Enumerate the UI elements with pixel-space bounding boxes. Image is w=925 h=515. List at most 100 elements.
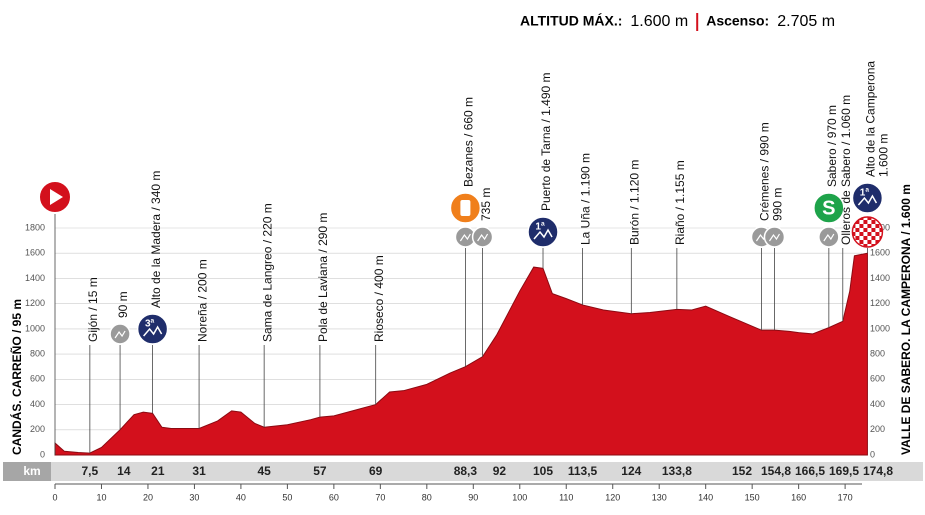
y-tick-label-right: 1000 <box>870 323 890 333</box>
max-value: 1.600 m <box>630 13 688 30</box>
y-tick-label-right: 600 <box>870 374 885 384</box>
x-tick-label: 20 <box>143 492 153 502</box>
y-tick-label: 800 <box>30 348 45 358</box>
start-arrow <box>50 189 63 205</box>
y-tick-label: 1600 <box>25 248 45 258</box>
y-tick-label-right: 1200 <box>870 298 890 308</box>
waypoint-km: 113,5 <box>568 464 598 478</box>
waypoint-label: Alto de la Camperona <box>864 61 878 177</box>
icon-mark: 3ª <box>145 319 155 330</box>
waypoint-label: Noreña / 200 m <box>195 259 209 342</box>
x-tick-label: 170 <box>838 492 853 502</box>
icon-cat: 3ª <box>136 313 169 345</box>
waypoint-km: 88,3 <box>454 464 478 478</box>
icon-glyph <box>823 233 835 242</box>
waypoint-km: 174,8 <box>863 464 893 478</box>
icon-feed <box>449 192 482 224</box>
icon-glyph <box>460 200 471 216</box>
waypoint-km: 154,8 <box>761 464 791 478</box>
y-tick-label: 400 <box>30 399 45 409</box>
icon-cat: 1ª <box>851 182 884 214</box>
icon-gray <box>109 323 131 345</box>
y-tick-label-right: 200 <box>870 424 885 434</box>
icon-gray <box>471 226 494 248</box>
icon-bg <box>851 182 884 214</box>
icon-glyph <box>114 330 126 339</box>
icon-glyph <box>857 194 878 206</box>
icon-finish <box>851 216 884 248</box>
y-tick-label: 0 <box>40 449 45 459</box>
waypoint-label: Sama de Langreo / 220 m <box>260 203 274 342</box>
icon-glyph <box>533 228 553 240</box>
waypoint-km: 105 <box>533 464 553 478</box>
km-label: km <box>23 464 40 478</box>
x-tick-label: 90 <box>468 492 478 502</box>
x-tick-label: 70 <box>375 492 385 502</box>
x-tick-label: 50 <box>282 492 292 502</box>
waypoint-km: 14 <box>117 464 131 478</box>
waypoint-km: 169,5 <box>829 464 859 478</box>
header: ALTITUD MÁX.: 1.600 m Ascenso: 2.705 m <box>520 13 835 31</box>
y-tick-label-right: 400 <box>870 399 885 409</box>
x-tick-label: 120 <box>605 492 620 502</box>
x-tick-label: 60 <box>329 492 339 502</box>
waypoint-label: Gijón / 15 m <box>86 277 100 342</box>
icon-bg <box>851 216 884 248</box>
waypoint-km: 7,5 <box>82 464 99 478</box>
waypoint-label: 90 m <box>116 291 130 318</box>
y-tick-label: 600 <box>30 374 45 384</box>
waypoint-label: Riaño / 1.155 m <box>673 160 687 245</box>
waypoint-km: 166,5 <box>795 464 825 478</box>
y-tick-label: 1400 <box>25 273 45 283</box>
waypoint-km: 57 <box>313 464 327 478</box>
climb-label: Ascenso: <box>706 13 769 29</box>
x-tick-label: 10 <box>96 492 106 502</box>
waypoint-label: Bezanes / 660 m <box>462 97 476 187</box>
y-tick-label-right: 800 <box>870 348 885 358</box>
waypoint-km: 31 <box>192 464 206 478</box>
x-tick-label: 40 <box>236 492 246 502</box>
waypoint-label: Pola de Laviana / 290 m <box>316 213 330 342</box>
waypoint-km: 133,8 <box>662 464 692 478</box>
x-tick-label: 130 <box>652 492 667 502</box>
x-tick-label: 0 <box>52 492 57 502</box>
icon-bg <box>136 313 169 345</box>
x-tick-label: 80 <box>422 492 432 502</box>
waypoint-label: La Uña / 1.190 m <box>579 153 593 245</box>
km-band <box>3 462 923 481</box>
waypoint-km: 69 <box>369 464 383 478</box>
waypoint-label: 990 m <box>771 188 785 221</box>
waypoint-label: Puerto de Tarna / 1.490 m <box>539 72 553 211</box>
finish-label: VALLE DE SABERO. LA CAMPERONA / 1.600 m <box>899 184 913 455</box>
km-band-head <box>3 462 51 481</box>
icon-mark: 1ª <box>860 188 870 199</box>
waypoint-km: 92 <box>493 464 507 478</box>
waypoint-km: 45 <box>257 464 271 478</box>
x-tick-label: 110 <box>559 492 573 502</box>
x-tick-label: 150 <box>745 492 760 502</box>
start-label: CANDÁS. CARREÑO / 95 m <box>9 299 24 455</box>
profile-area <box>54 252 868 456</box>
icon-gray <box>763 226 786 248</box>
x-tick-label: 100 <box>512 492 527 502</box>
icon-mark: S <box>822 197 835 219</box>
waypoint-label: Burón / 1.120 m <box>627 160 641 245</box>
icon-glyph <box>768 233 780 242</box>
waypoint-label: Sabero / 970 m <box>825 105 839 187</box>
icon-glyph <box>477 233 489 242</box>
waypoint-sub: 1.600 m <box>877 134 891 177</box>
icon-bg <box>813 192 845 224</box>
waypoint-km: 21 <box>151 464 165 478</box>
separator <box>696 13 699 31</box>
waypoint-label: Olleros de Sabero / 1.060 m <box>839 95 853 245</box>
icon-mark: 1ª <box>535 222 545 233</box>
y-tick-label: 1000 <box>25 323 45 333</box>
icon-glyph <box>143 325 163 337</box>
icon-gray <box>818 226 840 248</box>
y-tick-label-right: 1400 <box>870 273 890 283</box>
x-tick-label: 30 <box>189 492 199 502</box>
x-tick-label: 140 <box>698 492 713 502</box>
x-tick-label: 160 <box>791 492 806 502</box>
climb-value: 2.705 m <box>777 13 835 30</box>
y-tick-label-right: 0 <box>870 449 875 459</box>
